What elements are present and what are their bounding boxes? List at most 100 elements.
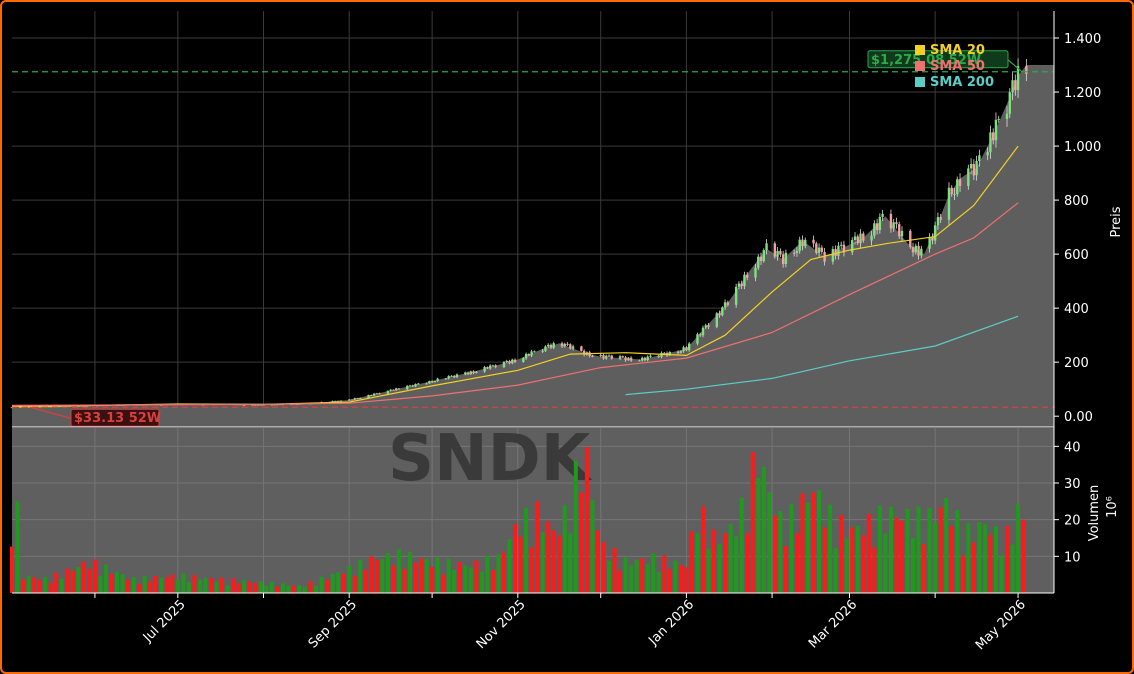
candle-body	[251, 404, 254, 406]
candle-body	[958, 179, 962, 186]
candle-body	[779, 250, 782, 255]
y-tick-label: 1.200	[1064, 86, 1101, 101]
volume-bar	[474, 560, 479, 593]
candle-body	[754, 267, 757, 278]
candle-body	[455, 374, 459, 378]
volume-bar	[618, 570, 623, 593]
hline-arrow	[29, 406, 72, 419]
candle-body	[408, 385, 412, 387]
candle-body	[453, 375, 456, 378]
volume-bar	[866, 514, 871, 593]
candle-body	[621, 356, 625, 358]
candle-body	[638, 360, 641, 362]
candle-body	[837, 245, 840, 256]
hline-arrow	[1007, 59, 1023, 73]
candle-body	[743, 274, 746, 287]
candle-body	[566, 343, 569, 345]
candle-body	[723, 302, 727, 308]
volume-bar	[280, 583, 285, 593]
volume-bar	[595, 530, 600, 593]
candle-body	[77, 405, 80, 407]
volume-y-tick-label: 40	[1064, 440, 1081, 455]
volume-bar	[728, 523, 733, 593]
volume-bar	[518, 536, 523, 593]
volume-bar	[247, 581, 252, 593]
candle-body	[392, 389, 395, 391]
candle-body	[359, 397, 362, 399]
volume-bar	[684, 567, 689, 593]
candle-body	[502, 362, 506, 368]
candle-body	[956, 179, 959, 194]
volume-bar	[899, 520, 904, 593]
volume-bar	[507, 539, 512, 593]
candle-body	[892, 222, 895, 229]
volume-bar	[634, 559, 639, 593]
volume-bar	[524, 507, 529, 593]
candle-body	[466, 372, 470, 375]
volume-bar	[767, 492, 772, 593]
candle-body	[701, 327, 705, 336]
volume-bar	[203, 578, 208, 593]
volume-bar	[424, 559, 429, 593]
volume-bar	[430, 566, 435, 593]
volume-bar	[236, 583, 241, 593]
volume-bar	[839, 514, 844, 593]
volume-bar	[700, 506, 705, 593]
volume-bar	[822, 527, 827, 593]
volume-scale-label: 10⁶	[1105, 496, 1120, 518]
candle-body	[851, 239, 854, 253]
volume-bar	[463, 565, 468, 593]
candle-body	[994, 119, 998, 141]
volume-bar	[26, 575, 31, 593]
candle-body	[259, 404, 262, 406]
candle-body	[931, 237, 934, 241]
candle-body	[491, 365, 495, 367]
hline-label: $1,275.08 52W	[871, 53, 981, 68]
candle-body	[978, 155, 981, 162]
candle-body	[406, 385, 409, 390]
volume-bar	[479, 571, 484, 593]
volume-bar	[37, 579, 42, 593]
volume-bar	[540, 532, 545, 593]
candle-body	[895, 222, 898, 225]
volume-bar	[319, 576, 324, 593]
candle-body	[417, 383, 420, 385]
candle-body	[696, 334, 699, 344]
volume-bar	[302, 586, 307, 593]
volume-bar	[457, 562, 462, 593]
volume-bar	[761, 466, 766, 593]
volume-bar	[197, 579, 202, 593]
volume-bar	[43, 577, 48, 593]
candle-body	[599, 355, 602, 357]
candle-body	[433, 380, 437, 383]
volume-bar	[717, 544, 722, 593]
candle-body	[494, 365, 497, 368]
candle-body	[986, 152, 989, 156]
volume-bar	[1010, 544, 1015, 593]
volume-bar	[1005, 526, 1010, 593]
volume-bar	[220, 577, 225, 593]
candle-body	[602, 355, 605, 359]
candle-body	[336, 400, 340, 402]
legend-entry: SMA 20	[930, 43, 985, 58]
candle-body	[389, 389, 392, 391]
volume-bar	[159, 577, 164, 593]
candle-body	[386, 390, 390, 394]
volume-bar	[712, 529, 717, 593]
candle-body	[856, 236, 859, 244]
candle-body	[933, 225, 937, 241]
volume-bar	[673, 560, 678, 593]
candle-body	[870, 235, 873, 241]
candle-body	[350, 399, 354, 401]
volume-bar	[380, 559, 385, 593]
candle-body	[842, 244, 846, 253]
candle-body	[430, 381, 434, 383]
volume-bar	[341, 573, 346, 593]
candle-body	[486, 367, 489, 369]
volume-bar	[490, 569, 495, 593]
candle-body	[347, 399, 351, 401]
candle-body	[967, 168, 970, 186]
candle-body	[1005, 113, 1009, 119]
volume-y-tick-label: 20	[1064, 514, 1081, 529]
candle-body	[49, 406, 52, 408]
